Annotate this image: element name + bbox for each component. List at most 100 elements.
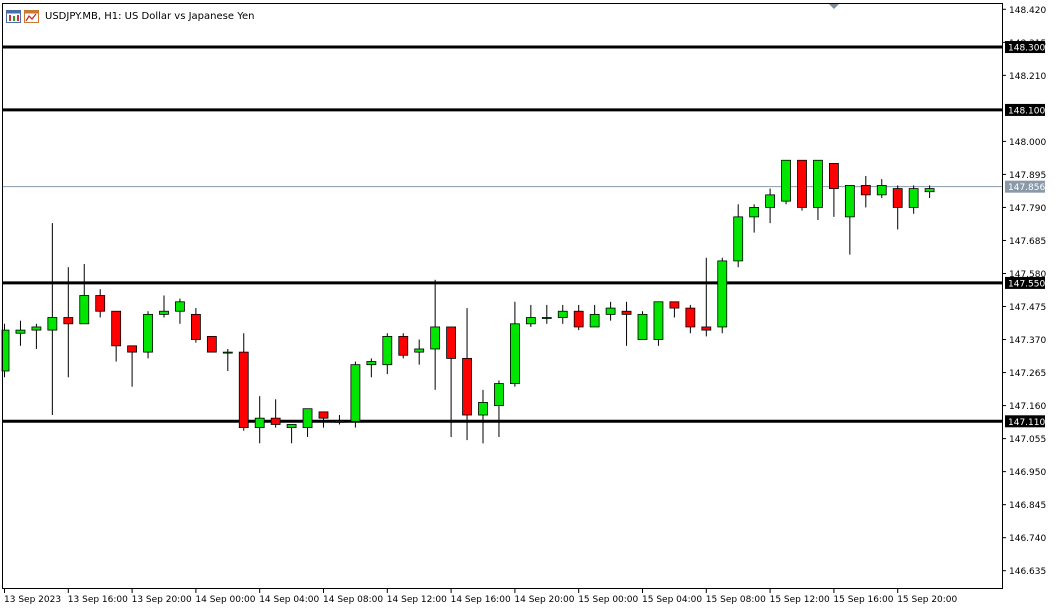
candle-body bbox=[430, 326, 441, 350]
candle bbox=[111, 310, 122, 362]
candle bbox=[781, 159, 791, 205]
candle-body bbox=[653, 301, 664, 340]
time-tick-label: 15 Sep 00:00 bbox=[578, 595, 638, 605]
time-tick-label: 15 Sep 20:00 bbox=[897, 595, 957, 605]
candle-body bbox=[781, 159, 791, 202]
candle bbox=[908, 185, 919, 214]
price-tick-label: 148.000 bbox=[1009, 138, 1046, 148]
candle bbox=[127, 345, 137, 387]
time-tick-label: 15 Sep 04:00 bbox=[642, 595, 702, 605]
price-tick-label: 147.580 bbox=[1009, 270, 1046, 280]
candle-body bbox=[159, 310, 169, 315]
time-tick-label: 14 Sep 00:00 bbox=[195, 595, 255, 605]
price-axis: 148.420148.315148.210148.000147.895147.7… bbox=[1002, 6, 1046, 577]
candle bbox=[414, 339, 425, 365]
candle bbox=[765, 188, 775, 224]
candle-body bbox=[446, 326, 457, 359]
candle-body bbox=[509, 323, 520, 384]
candles-layer bbox=[1, 159, 935, 444]
candle bbox=[15, 320, 26, 346]
candle-body bbox=[47, 317, 58, 331]
candle bbox=[286, 424, 297, 444]
candle-body bbox=[860, 185, 871, 196]
candle-body bbox=[876, 185, 887, 196]
candle bbox=[876, 179, 887, 198]
candle bbox=[254, 396, 265, 444]
candle bbox=[653, 301, 664, 346]
candle-body bbox=[589, 313, 600, 328]
price-tick-label: 147.895 bbox=[1009, 171, 1046, 181]
candle bbox=[302, 408, 313, 438]
level-price-label: 147.110 bbox=[1008, 418, 1045, 428]
candle-body bbox=[701, 326, 712, 331]
candle-body bbox=[334, 420, 345, 423]
chart-window-icon[interactable] bbox=[6, 9, 21, 23]
price-tick-label: 147.055 bbox=[1009, 435, 1046, 445]
time-tick-label: 13 Sep 16:00 bbox=[68, 595, 128, 605]
candle-body bbox=[318, 411, 329, 419]
plot-frame bbox=[2, 3, 1003, 589]
price-tick-label: 148.210 bbox=[1009, 72, 1046, 82]
candle-body bbox=[414, 348, 425, 353]
price-tick-label: 147.265 bbox=[1009, 369, 1046, 379]
candle bbox=[557, 304, 568, 324]
candle-body bbox=[382, 335, 393, 366]
candle bbox=[844, 185, 855, 255]
current-price-box bbox=[1005, 180, 1045, 193]
candle bbox=[190, 308, 201, 343]
candle bbox=[892, 185, 903, 230]
candle-body bbox=[127, 345, 137, 353]
time-tick-label: 14 Sep 04:00 bbox=[259, 595, 319, 605]
price-tick-label: 147.370 bbox=[1009, 336, 1046, 346]
candle-body bbox=[749, 207, 760, 218]
candle bbox=[63, 267, 74, 378]
candle bbox=[270, 399, 281, 428]
candle-body bbox=[669, 301, 680, 309]
candle bbox=[47, 223, 58, 416]
candle bbox=[462, 308, 472, 441]
indicator-window-icon[interactable] bbox=[24, 9, 39, 23]
candle-body bbox=[844, 185, 855, 218]
candle-body bbox=[621, 310, 632, 315]
chart-shift-marker[interactable] bbox=[829, 4, 839, 9]
horizontal-levels-layer bbox=[2, 45, 1002, 423]
time-tick-label: 15 Sep 12:00 bbox=[770, 595, 830, 605]
candle-body bbox=[541, 317, 552, 319]
candle bbox=[589, 304, 600, 328]
candle bbox=[350, 361, 361, 428]
candle bbox=[621, 301, 632, 346]
candle bbox=[238, 333, 249, 431]
candle bbox=[573, 304, 584, 331]
candle bbox=[860, 175, 871, 208]
candle bbox=[334, 415, 345, 425]
candle bbox=[318, 411, 329, 428]
time-tick-label: 13 Sep 20:00 bbox=[132, 595, 192, 605]
candle bbox=[749, 204, 760, 233]
candle bbox=[701, 257, 712, 337]
candle bbox=[717, 257, 728, 334]
candle bbox=[79, 264, 90, 325]
price-tick-label: 146.740 bbox=[1009, 534, 1046, 544]
candle bbox=[175, 298, 185, 324]
candle-body bbox=[892, 188, 903, 208]
candle bbox=[382, 333, 393, 375]
candle bbox=[605, 301, 616, 321]
price-tick-label: 147.160 bbox=[1009, 402, 1046, 412]
candle-body bbox=[398, 335, 409, 356]
candle-body bbox=[238, 351, 249, 428]
candle-body bbox=[366, 361, 377, 366]
candle bbox=[159, 295, 169, 318]
candle-body bbox=[478, 402, 488, 416]
candle-body bbox=[765, 194, 775, 208]
candle-body bbox=[190, 313, 201, 340]
candle bbox=[494, 380, 504, 438]
candle-body bbox=[462, 358, 472, 416]
candle-body bbox=[143, 313, 153, 353]
time-tick-label: 13 Sep 2023 bbox=[4, 595, 61, 605]
price-tick-label: 147.475 bbox=[1009, 303, 1046, 313]
time-tick-label: 14 Sep 16:00 bbox=[451, 595, 511, 605]
candle bbox=[366, 358, 377, 378]
current-price-label: 147.856 bbox=[1008, 183, 1045, 193]
